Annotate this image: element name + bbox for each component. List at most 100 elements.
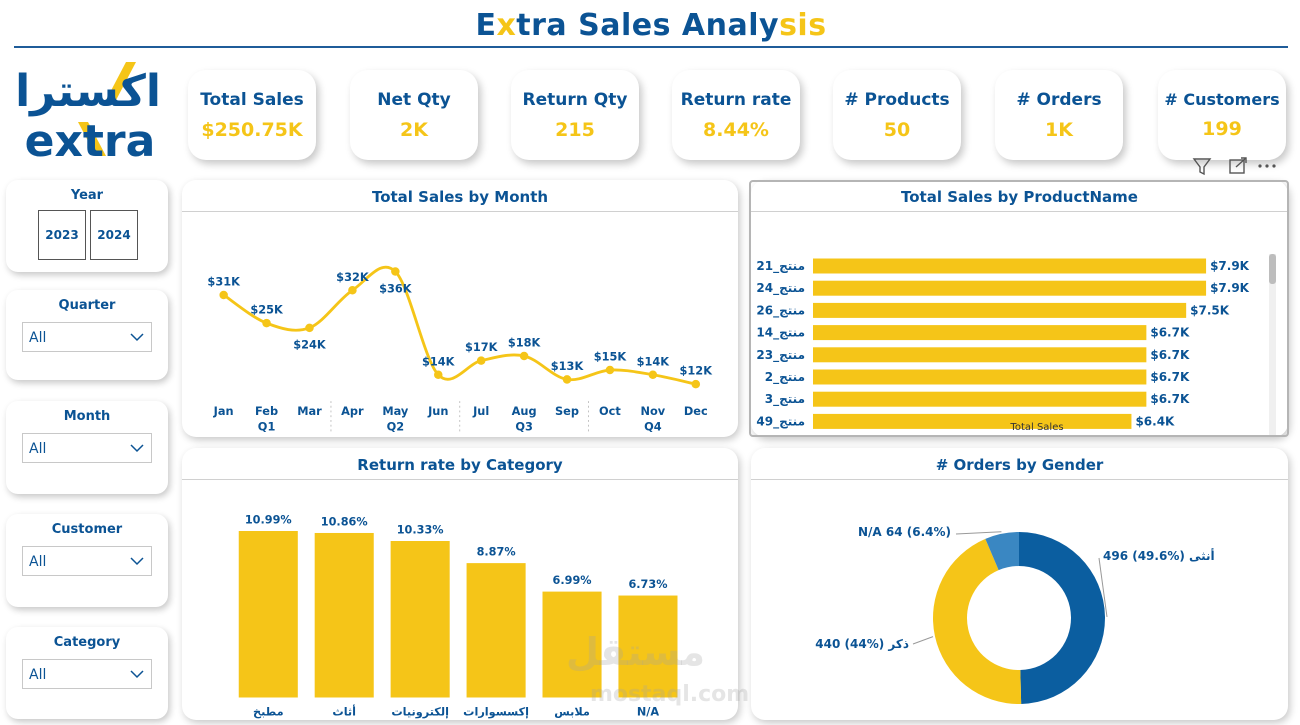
y-tick-label: منتج_49 <box>756 414 805 429</box>
panel-orders-by-gender[interactable]: # Orders by Gender 496 (49.6%) أنثى 440 (… <box>751 448 1288 720</box>
kpi-net-qty[interactable]: Net Qty 2K <box>350 70 478 160</box>
x-tick-label: N/A <box>637 705 660 718</box>
data-point <box>519 351 529 361</box>
data-label: $36K <box>379 281 413 295</box>
donut-chart: 496 (49.6%) أنثى 440 (44%) ذكر N/A 64 (6.4… <box>815 525 1215 704</box>
panel-return-rate-by-category[interactable]: Return rate by Category 10.99% مطبخ 10.86%… <box>182 448 738 720</box>
bar <box>813 413 1132 429</box>
kpi-value: 8.44% <box>703 119 769 141</box>
watermark-url: mostaql.com <box>590 682 750 707</box>
leader-line <box>955 531 1002 535</box>
data-label: $13K <box>551 359 585 373</box>
x-tick-label: إلكترونيات <box>391 705 449 718</box>
dropdown-value: All <box>29 554 47 570</box>
bar <box>813 302 1187 318</box>
year-option-2024[interactable]: 2024 <box>90 210 138 260</box>
kpi-total-sales[interactable]: Total Sales $250.75K <box>188 70 316 160</box>
chart-title: Total Sales by Month <box>182 180 738 212</box>
quarter-label: Q2 <box>387 419 405 433</box>
donut-slice <box>933 538 1022 704</box>
leader-line <box>912 636 934 645</box>
x-tick-label: May <box>382 404 409 418</box>
kpi-products[interactable]: # Products 50 <box>833 70 961 160</box>
slicer-title: Category <box>53 635 121 650</box>
dropdown-value: All <box>29 441 47 457</box>
visual-header <box>1192 157 1276 176</box>
kpi-customers[interactable]: # Customers 199 <box>1158 70 1286 160</box>
customer-dropdown[interactable]: All <box>22 546 152 576</box>
kpi-return-rate[interactable]: Return rate 8.44% <box>672 70 800 160</box>
dropdown-value: All <box>29 330 47 346</box>
data-label: $25K <box>250 303 284 317</box>
dropdown-value: All <box>29 667 47 683</box>
slicer-category: Category All <box>6 627 168 719</box>
hbar-chart: منتج_21 $7.9K منتج_24 $7.9K منتج_26 $7.5K منتج… <box>756 254 1276 444</box>
slicer-title: Customer <box>51 522 123 537</box>
x-tick-label: Oct <box>599 404 621 418</box>
chevron-down-icon <box>130 333 144 342</box>
scrollbar-thumb[interactable] <box>1269 254 1276 284</box>
y-tick-label: منتج_23 <box>756 348 805 363</box>
data-point <box>391 267 400 276</box>
data-label: $6.4K <box>1135 414 1175 428</box>
data-point <box>219 290 228 300</box>
kpi-value: 2K <box>400 119 428 141</box>
quarter-label: Q4 <box>644 419 662 433</box>
slicer-customer: Customer All <box>6 514 168 607</box>
data-point <box>648 370 658 379</box>
y-tick-label: منتج_3 <box>765 392 805 407</box>
x-tick-label: مطبخ <box>253 705 284 718</box>
kpi-label: Total Sales <box>200 90 304 110</box>
panel-sales-by-product[interactable]: Total Sales by ProductName منتج_21 $7.9K م… <box>751 180 1288 444</box>
quarter-dropdown[interactable]: All <box>22 322 152 352</box>
data-label: $32K <box>336 270 370 284</box>
bar <box>813 391 1147 407</box>
data-label: 6.73% <box>628 578 667 591</box>
bar <box>813 325 1147 341</box>
data-label: 496 (49.6%) أنثى <box>1103 548 1215 563</box>
slicer-month: Month All <box>6 401 168 494</box>
category-dropdown[interactable]: All <box>22 659 152 689</box>
slicer-quarter: Quarter All <box>6 290 168 380</box>
data-point <box>434 370 443 379</box>
more-options-icon[interactable] <box>1258 164 1276 168</box>
leader-line <box>1098 557 1108 617</box>
bar <box>542 591 602 698</box>
panel-sales-by-month[interactable]: Total Sales by Month $31K Jan $25K Feb $24K M… <box>182 180 738 437</box>
page-title: Extra Sales Analysis <box>475 8 827 43</box>
kpi-return-qty[interactable]: Return Qty 215 <box>511 70 639 160</box>
data-point <box>262 318 271 328</box>
data-label: $14K <box>422 354 456 368</box>
extra-logo: اكسترا extra <box>15 62 161 167</box>
slicer-title: Year <box>70 188 104 203</box>
kpi-value: 215 <box>555 119 595 141</box>
data-point <box>562 375 572 384</box>
kpi-label: # Products <box>844 90 950 110</box>
month-dropdown[interactable]: All <box>22 433 152 463</box>
bar <box>813 347 1147 363</box>
year-option-2023[interactable]: 2023 <box>38 210 86 260</box>
data-label: $6.7K <box>1150 326 1190 340</box>
x-axis-title: Total Sales <box>1009 422 1063 433</box>
filter-icon[interactable] <box>1192 158 1212 176</box>
data-label: $31K <box>207 275 241 289</box>
slicer-title: Month <box>63 409 111 424</box>
sales-line <box>222 265 697 386</box>
data-label: $18K <box>508 336 542 350</box>
quarter-label: Q3 <box>515 419 533 433</box>
svg-text:اكسترا: اكسترا <box>15 66 161 117</box>
data-label: $7.9K <box>1210 259 1250 273</box>
data-label: N/A 64 (6.4%) <box>858 525 951 539</box>
chevron-down-icon <box>130 444 144 453</box>
data-label: $6.7K <box>1150 348 1190 362</box>
data-label: $6.7K <box>1150 370 1190 384</box>
focus-mode-icon[interactable] <box>1229 157 1247 174</box>
quarter-label: Q1 <box>258 419 276 433</box>
kpi-orders[interactable]: # Orders 1K <box>995 70 1123 160</box>
donut-slice <box>985 532 1019 571</box>
x-tick-label: إكسسوارات <box>463 705 529 718</box>
data-label: $15K <box>594 350 628 364</box>
kpi-label: Return Qty <box>522 90 628 110</box>
slicer-title: Quarter <box>58 298 116 313</box>
kpi-value: $250.75K <box>201 119 303 141</box>
